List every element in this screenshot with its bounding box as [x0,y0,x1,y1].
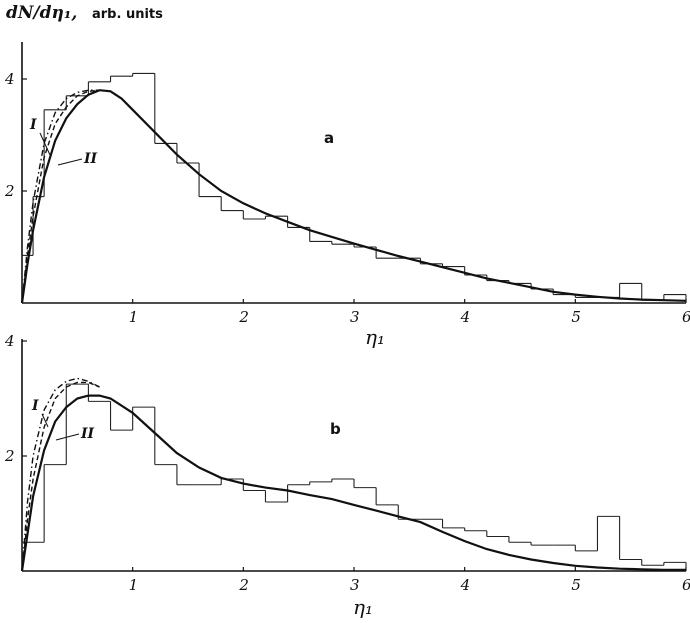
y-axis-units: arb. units [92,7,163,22]
panel-a-x-tick-label-6: 6 [682,308,690,326]
panel-a-axes [21,42,687,304]
panel-b-x-tick-label-4: 4 [460,576,471,594]
panel-b-histogram [21,383,687,571]
panel-a-histogram [21,72,687,303]
panel-b-x-tick-label-1: 1 [129,576,139,594]
panel-b-tick-labels: 1 2 3 4 5 6 2 4 [4,332,690,594]
panel-b-curve-main [20,394,686,572]
panel-a-y-tick-label-2: 2 [4,182,15,200]
panel-b-curve-II-label: II [80,426,95,442]
panel-a: 1 2 3 4 5 6 2 4 a I II η₁ [4,42,690,349]
panel-b-curves [20,377,686,572]
panel-b-curve-II-leader [55,433,80,441]
panel-a-y-tick-label-4: 4 [4,70,15,88]
panel-a-x-tick-label-1: 1 [129,308,139,326]
panel-a-curve-II-leader [57,158,83,166]
panel-b-curve-I-leader [41,413,49,428]
panel-a-label: a [324,129,334,147]
panel-a-x-tick-label-5: 5 [571,308,581,326]
panel-b-curve-II [21,381,100,572]
panel-a-tick-labels: 1 2 3 4 5 6 2 4 [4,70,690,326]
panel-a-curve-I-label: I [29,117,37,133]
panel-b: 1 2 3 4 5 6 2 4 b I II η₁ [4,332,690,619]
panel-b-x-tick-label-2: 2 [238,576,249,594]
panel-a-curve-II-label: II [83,151,98,167]
panel-a-x-tick-label-3: 3 [350,308,360,326]
panel-a-curve-I [21,89,100,304]
panel-a-curve-I-leader [39,132,51,156]
panel-b-axes [21,339,687,572]
panel-a-curve-II [21,89,100,304]
panel-b-x-axis-label: η₁ [353,595,373,619]
panel-b-y-tick-label-2: 2 [4,447,15,465]
panel-b-x-tick-label-6: 6 [682,576,690,594]
panel-b-x-tick-label-5: 5 [571,576,581,594]
panel-b-label: b [330,420,341,438]
panel-a-curves [20,89,687,304]
panel-a-x-axis-label: η₁ [365,325,385,349]
panel-a-x-tick-label-4: 4 [460,308,471,326]
panel-a-curve-main [20,89,687,304]
panel-b-x-tick-label-3: 3 [350,576,360,594]
y-axis-label: dN/dη₁, [6,3,77,23]
panel-b-curve-I [21,377,100,572]
panel-b-curve-I-label: I [31,398,39,414]
panel-b-y-tick-label-4: 4 [4,332,15,350]
panel-a-x-tick-label-2: 2 [238,308,249,326]
